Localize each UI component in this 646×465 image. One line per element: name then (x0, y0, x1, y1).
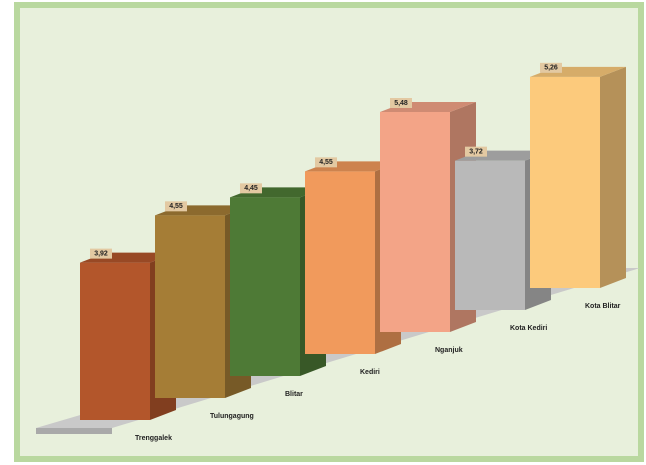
x-tick-label: Trenggalek (135, 435, 172, 442)
value-label-box (315, 157, 337, 168)
bar (530, 76, 600, 288)
floor-edge (36, 428, 112, 434)
value-label-box (465, 146, 487, 157)
bar (230, 197, 300, 376)
value-label: 4,55 (319, 159, 333, 166)
value-label-box (90, 248, 112, 259)
value-label: 3,72 (469, 149, 483, 156)
value-label-box (240, 183, 262, 194)
value-label-box (165, 201, 187, 212)
value-label: 5,48 (394, 100, 408, 107)
bar (305, 171, 375, 354)
value-label-box (540, 62, 562, 73)
x-tick-label: Tulungagung (210, 413, 254, 420)
value-label: 4,55 (169, 203, 183, 210)
x-tick-label: Kota Kediri (510, 325, 547, 332)
x-tick-label: Blitar (285, 391, 303, 398)
value-label: 3,92 (94, 250, 108, 257)
bar (155, 215, 225, 398)
x-tick-label: Nganjuk (435, 347, 463, 354)
value-label-box (390, 98, 412, 108)
bar (455, 160, 525, 310)
bar-side (600, 66, 626, 288)
x-tick-label: Kediri (360, 369, 380, 376)
bar (380, 112, 450, 332)
value-label: 5,26 (544, 65, 558, 72)
value-label: 4,45 (244, 185, 258, 192)
x-tick-label: Kota Blitar (585, 303, 621, 310)
bar (80, 262, 150, 420)
